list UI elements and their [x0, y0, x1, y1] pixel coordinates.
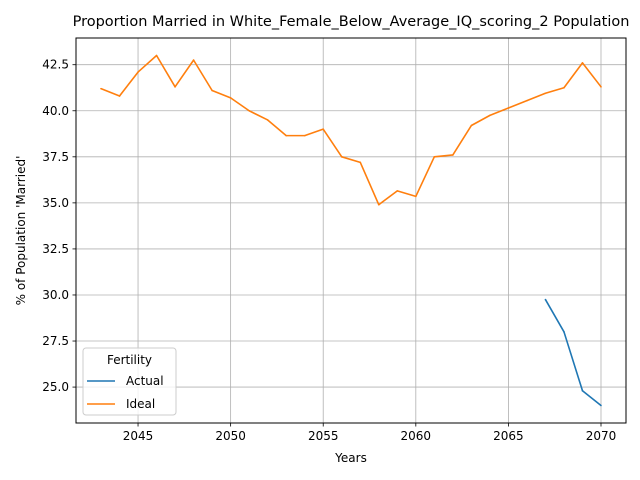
grid-lines [76, 38, 626, 423]
data-point-actual [600, 404, 602, 407]
data-point-ideal [155, 54, 158, 57]
data-point-actual [563, 331, 565, 333]
series-line-actual [544, 299, 602, 407]
y-tick-label: 42.5 [42, 58, 69, 72]
x-tick-label: 2065 [493, 429, 524, 443]
y-axis-label: % of Population 'Married' [14, 156, 28, 306]
legend-label-ideal: Ideal [126, 397, 155, 411]
x-tick-label: 2070 [586, 429, 617, 443]
data-point-ideal [211, 89, 213, 92]
x-axis-label: Years [334, 451, 367, 465]
data-point-ideal [248, 109, 250, 112]
data-point-ideal [192, 59, 195, 61]
y-tick-label: 27.5 [42, 334, 69, 348]
x-tick-label: 2050 [215, 429, 246, 443]
data-point-ideal [600, 86, 602, 88]
x-tick-label: 2055 [308, 429, 339, 443]
x-tick-label: 2045 [123, 429, 154, 443]
y-tick-label: 25.0 [42, 380, 69, 394]
data-point-ideal [563, 86, 565, 89]
data-point-ideal [229, 97, 232, 99]
data-point-ideal [415, 195, 417, 198]
data-point-ideal [489, 114, 491, 117]
data-point-ideal [507, 107, 510, 109]
data-point-ideal [452, 154, 454, 156]
legend: Fertility Actual Ideal [82, 347, 177, 416]
data-point-actual [581, 389, 584, 392]
legend-box [82, 347, 177, 416]
data-point-ideal [118, 95, 121, 97]
y-axis-ticks: 25.0 27.5 30.0 32.5 35.0 37.5 40.0 42.5 [42, 58, 76, 394]
y-tick-label: 40.0 [42, 104, 69, 118]
y-tick-label: 37.5 [42, 150, 69, 164]
data-point-ideal [581, 62, 584, 64]
data-point-ideal [174, 86, 176, 88]
x-tick-label: 2060 [401, 429, 432, 443]
data-point-ideal [100, 87, 102, 90]
plot-frame [75, 37, 627, 424]
data-point-ideal [322, 128, 325, 130]
data-point-ideal [340, 156, 343, 158]
data-point-ideal [377, 203, 380, 206]
y-tick-label: 32.5 [42, 242, 69, 256]
series-line-ideal [100, 54, 602, 206]
legend-label-actual: Actual [126, 374, 164, 388]
data-point-ideal [433, 156, 436, 158]
y-tick-label: 30.0 [42, 288, 69, 302]
data-point-ideal [526, 99, 528, 102]
series-layer [100, 54, 602, 407]
data-point-ideal [470, 124, 473, 127]
x-axis-ticks: 2045 2050 2055 2060 2065 2070 [123, 423, 617, 443]
data-point-ideal [396, 190, 399, 192]
data-point-ideal [137, 71, 139, 73]
legend-title: Fertility [107, 353, 152, 367]
y-tick-label: 35.0 [42, 196, 69, 210]
data-point-ideal [544, 92, 547, 95]
chart-title: Proportion Married in White_Female_Below… [73, 14, 630, 30]
data-point-actual [544, 298, 547, 301]
data-point-ideal [359, 161, 362, 164]
data-point-ideal [266, 119, 269, 121]
data-point-ideal [303, 134, 306, 137]
data-point-ideal [285, 134, 287, 137]
